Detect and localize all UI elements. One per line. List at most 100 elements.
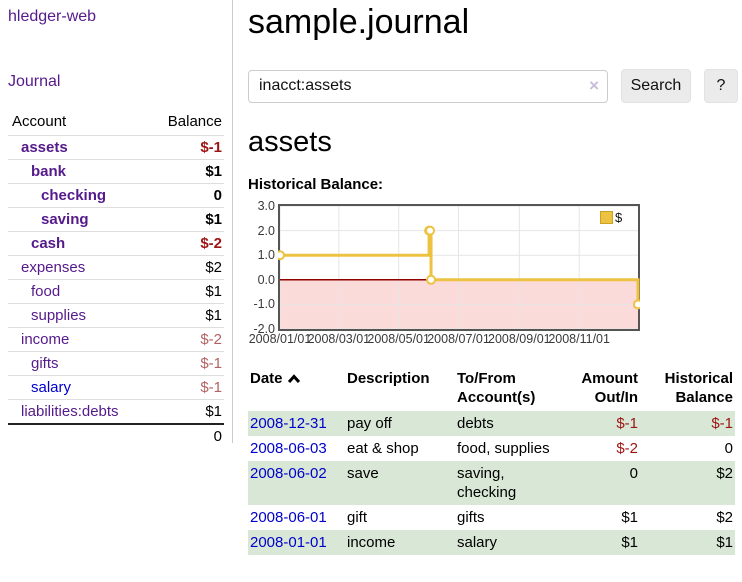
transaction-balance: $2 [640,461,735,505]
y-axis-tick-label: -2.0 [253,322,275,336]
register-table: Date Description To/From Account(s) Amount Ou… [248,367,735,555]
transaction-date-link[interactable]: 2008-12-31 [250,415,327,432]
account-balance: 0 [148,183,224,208]
account-link-saving[interactable]: saving [41,211,89,228]
account-row: expenses $2 [8,255,224,280]
account-link-cash[interactable]: cash [31,235,66,252]
account-balance: $-2 [148,231,224,256]
account-link-gifts[interactable]: gifts [31,355,59,372]
account-link-salary[interactable]: salary [31,379,72,396]
app-title-link[interactable]: hledger-web [8,8,97,25]
sidebar: hledger-web Journal Account Balance asse… [0,0,233,448]
register-header-amount: Amount Out/In [581,370,638,406]
accounts-header-balance: Balance [167,113,222,130]
transaction-description: pay off [345,411,455,436]
x-axis-tick-label: 2008/01/01 [248,332,312,346]
transaction-balance: 0 [724,440,733,457]
transaction-amount: $-1 [559,411,640,436]
account-row: bank $1 [8,159,224,184]
y-axis-tick-label: 1.0 [257,248,275,263]
y-axis-tick-label: -1.0 [253,297,275,312]
register-header-to/from: To/From Account(s) [457,370,536,406]
account-link-liabilities:debts[interactable]: liabilities:debts [21,403,119,420]
transaction-amount: $-2 [616,440,638,457]
account-row: saving $1 [8,207,224,232]
transaction-description: eat & shop [347,440,419,457]
chart-plot [278,204,640,331]
x-axis-tick-label: 2008/07/01 [427,332,490,346]
sidebar-item-journal[interactable]: Journal [8,73,61,90]
register-row: 2008-06-01 gift gifts $1 $2 [248,505,735,530]
account-link-supplies[interactable]: supplies [31,307,87,324]
page-title: sample.journal [248,3,470,41]
account-row: cash $-2 [8,231,224,256]
y-axis-tick-label: 3.0 [257,199,275,213]
x-axis-tick-label: 2008/11/01 [548,332,610,346]
x-axis-tick-label: 2008/05/01 [367,332,430,346]
account-balance: $1 [148,279,224,304]
transaction-date-link[interactable]: 2008-06-03 [250,440,327,457]
account-row: income $-2 [8,327,224,352]
transaction-date-link[interactable]: 2008-06-01 [250,509,327,526]
account-balance: $-1 [148,135,224,160]
transaction-amount: 0 [559,461,640,505]
search-button[interactable]: Search [621,69,691,103]
account-link-bank[interactable]: bank [31,163,67,180]
search-input[interactable] [248,69,608,103]
account-row: assets $-1 [8,135,224,160]
transaction-description: income [345,530,455,555]
clear-search-icon[interactable]: × [589,75,599,95]
transaction-description: gift [347,509,368,526]
transaction-balance: $1 [640,530,735,555]
transaction-amount: $1 [621,509,638,526]
legend-swatch-icon [600,211,613,224]
account-link-checking[interactable]: checking [41,187,107,204]
transaction-description: save [345,461,455,505]
account-link-income[interactable]: income [21,331,70,348]
y-axis-tick-label: 0.0 [257,272,275,287]
accounts-table: Account Balance assets $-1 bank $1 checking 0… [8,110,224,448]
chart-legend: $ [600,210,622,225]
x-axis-tick-label: 2008/09/01 [488,332,551,346]
account-link-assets[interactable]: assets [21,139,68,156]
transaction-balance: $2 [716,509,733,526]
account-balance: $1 [148,303,224,328]
x-axis-tick-label: 2008/03/01 [307,332,371,346]
sort-ascending-icon[interactable] [287,374,301,384]
account-row: supplies $1 [8,303,224,328]
register-header-row: Date Description To/From Account(s) Amount Ou… [248,367,735,411]
register-row: 2008-12-31 pay off debts $-1 $-1 [248,411,735,436]
account-row: food $1 [8,279,224,304]
transaction-accounts: gifts [457,509,485,526]
account-link-expenses[interactable]: expenses [21,259,86,276]
account-section-title: assets [248,126,332,158]
account-link-food[interactable]: food [31,283,61,300]
account-balance: $-1 [148,375,224,400]
register-row: 2008-06-03 eat & shop food, supplies $-2 0 [248,436,735,461]
transaction-accounts: debts [455,411,559,436]
account-balance: $1 [148,159,224,184]
register-row: 2008-06-02 save saving, checking 0 $2 [248,461,735,505]
account-balance: $-2 [148,327,224,352]
register-header-description: Description [347,370,430,387]
transaction-amount: $1 [559,530,640,555]
account-row: gifts $-1 [8,351,224,376]
account-balance: $1 [148,399,224,424]
help-button[interactable]: ? [703,69,738,103]
account-balance: $2 [148,255,224,280]
accounts-total-value: 0 [148,423,224,448]
transaction-balance: $-1 [640,411,735,436]
accounts-header-account: Account [12,113,67,130]
transaction-date-link[interactable]: 2008-06-02 [250,465,327,482]
transaction-accounts: saving, checking [455,461,559,505]
accounts-total-spacer [8,423,149,448]
account-row: checking 0 [8,183,224,208]
accounts-total-row: 0 [8,423,224,448]
transaction-accounts: salary [455,530,559,555]
legend-label: $ [615,210,623,225]
register-header-date[interactable]: Date [248,367,345,411]
accounts-table-body: assets $-1 bank $1 checking 0 saving $1 cash $-2 e… [8,135,224,424]
transaction-date-link[interactable]: 2008-01-01 [250,534,327,551]
search-bar: × Search ? [248,69,738,103]
y-axis-tick-label: 2.0 [257,223,275,238]
